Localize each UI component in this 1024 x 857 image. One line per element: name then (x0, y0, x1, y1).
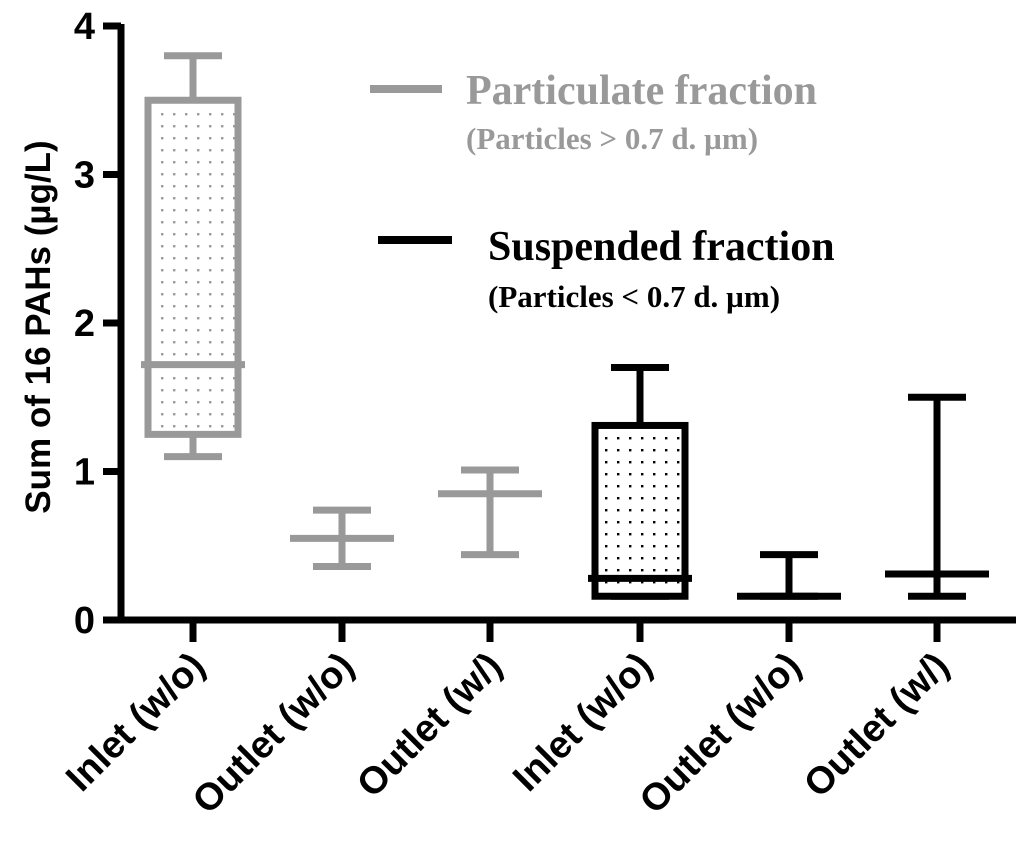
y-tick-label: 4 (74, 6, 95, 48)
x-tick-label: Outlet (w/o) (632, 645, 809, 822)
x-tick-label: Outlet (w/) (796, 645, 957, 806)
box-iqr (144, 96, 242, 438)
box-particulate-0 (141, 52, 245, 461)
x-tick-label: Outlet (w/) (349, 645, 510, 806)
y-tick-label: 2 (74, 303, 95, 345)
legend: Particulate fraction (Particles > 0.7 d. … (370, 68, 835, 314)
x-tick-label: Outlet (w/o) (185, 645, 362, 822)
boxes (141, 52, 989, 600)
legend-title: Suspended fraction (488, 224, 835, 270)
legend-sublabel: (Particles > 0.7 d. µm) (466, 121, 758, 156)
legend-title: Particulate fraction (466, 68, 817, 114)
y-tick-label: 3 (74, 155, 95, 197)
box-suspended-5 (885, 393, 989, 600)
y-tick-label: 1 (74, 452, 95, 494)
x-tick-label: Inlet (w/o) (58, 645, 213, 800)
box-suspended-3 (588, 364, 692, 600)
box-suspended-4 (737, 551, 841, 600)
x-tick-label: Inlet (w/o) (505, 645, 660, 800)
y-axis-title: Sum of 16 PAHs (µg/L) (19, 140, 58, 513)
box-iqr (591, 421, 689, 600)
y-tick-label: 0 (74, 600, 95, 642)
legend-sublabel: (Particles < 0.7 d. µm) (488, 279, 780, 314)
box-particulate-1 (290, 506, 394, 571)
box-particulate-2 (438, 466, 542, 559)
